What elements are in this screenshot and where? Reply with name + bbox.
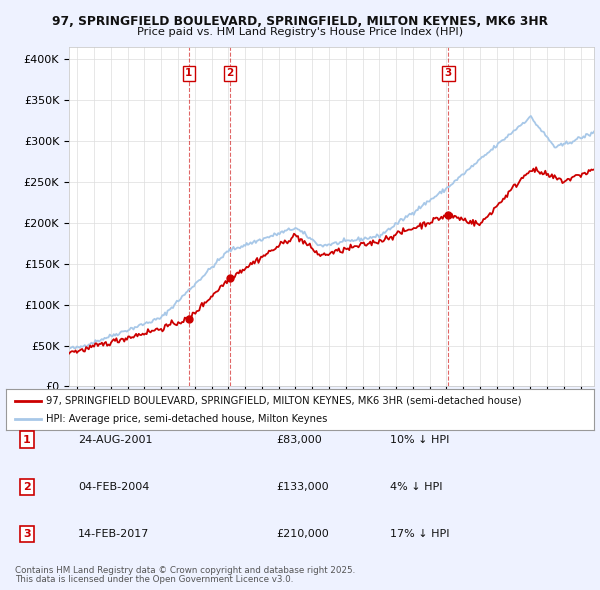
Text: 1: 1 xyxy=(23,435,31,444)
Text: £83,000: £83,000 xyxy=(276,435,322,444)
Text: 97, SPRINGFIELD BOULEVARD, SPRINGFIELD, MILTON KEYNES, MK6 3HR: 97, SPRINGFIELD BOULEVARD, SPRINGFIELD, … xyxy=(52,15,548,28)
Text: 10% ↓ HPI: 10% ↓ HPI xyxy=(390,435,449,444)
Text: 2: 2 xyxy=(226,68,233,78)
Text: 3: 3 xyxy=(445,68,452,78)
Text: Price paid vs. HM Land Registry's House Price Index (HPI): Price paid vs. HM Land Registry's House … xyxy=(137,27,463,37)
Text: 17% ↓ HPI: 17% ↓ HPI xyxy=(390,529,449,539)
Text: 04-FEB-2004: 04-FEB-2004 xyxy=(78,482,149,491)
Text: 14-FEB-2017: 14-FEB-2017 xyxy=(78,529,149,539)
Text: 97, SPRINGFIELD BOULEVARD, SPRINGFIELD, MILTON KEYNES, MK6 3HR (semi-detached ho: 97, SPRINGFIELD BOULEVARD, SPRINGFIELD, … xyxy=(46,396,521,406)
Text: 1: 1 xyxy=(185,68,193,78)
Text: 24-AUG-2001: 24-AUG-2001 xyxy=(78,435,152,444)
Text: 3: 3 xyxy=(23,529,31,539)
Text: 4% ↓ HPI: 4% ↓ HPI xyxy=(390,482,443,491)
Text: £133,000: £133,000 xyxy=(276,482,329,491)
Text: 2: 2 xyxy=(23,482,31,491)
Text: This data is licensed under the Open Government Licence v3.0.: This data is licensed under the Open Gov… xyxy=(15,575,293,584)
Text: Contains HM Land Registry data © Crown copyright and database right 2025.: Contains HM Land Registry data © Crown c… xyxy=(15,566,355,575)
Text: £210,000: £210,000 xyxy=(276,529,329,539)
Text: HPI: Average price, semi-detached house, Milton Keynes: HPI: Average price, semi-detached house,… xyxy=(46,415,328,424)
